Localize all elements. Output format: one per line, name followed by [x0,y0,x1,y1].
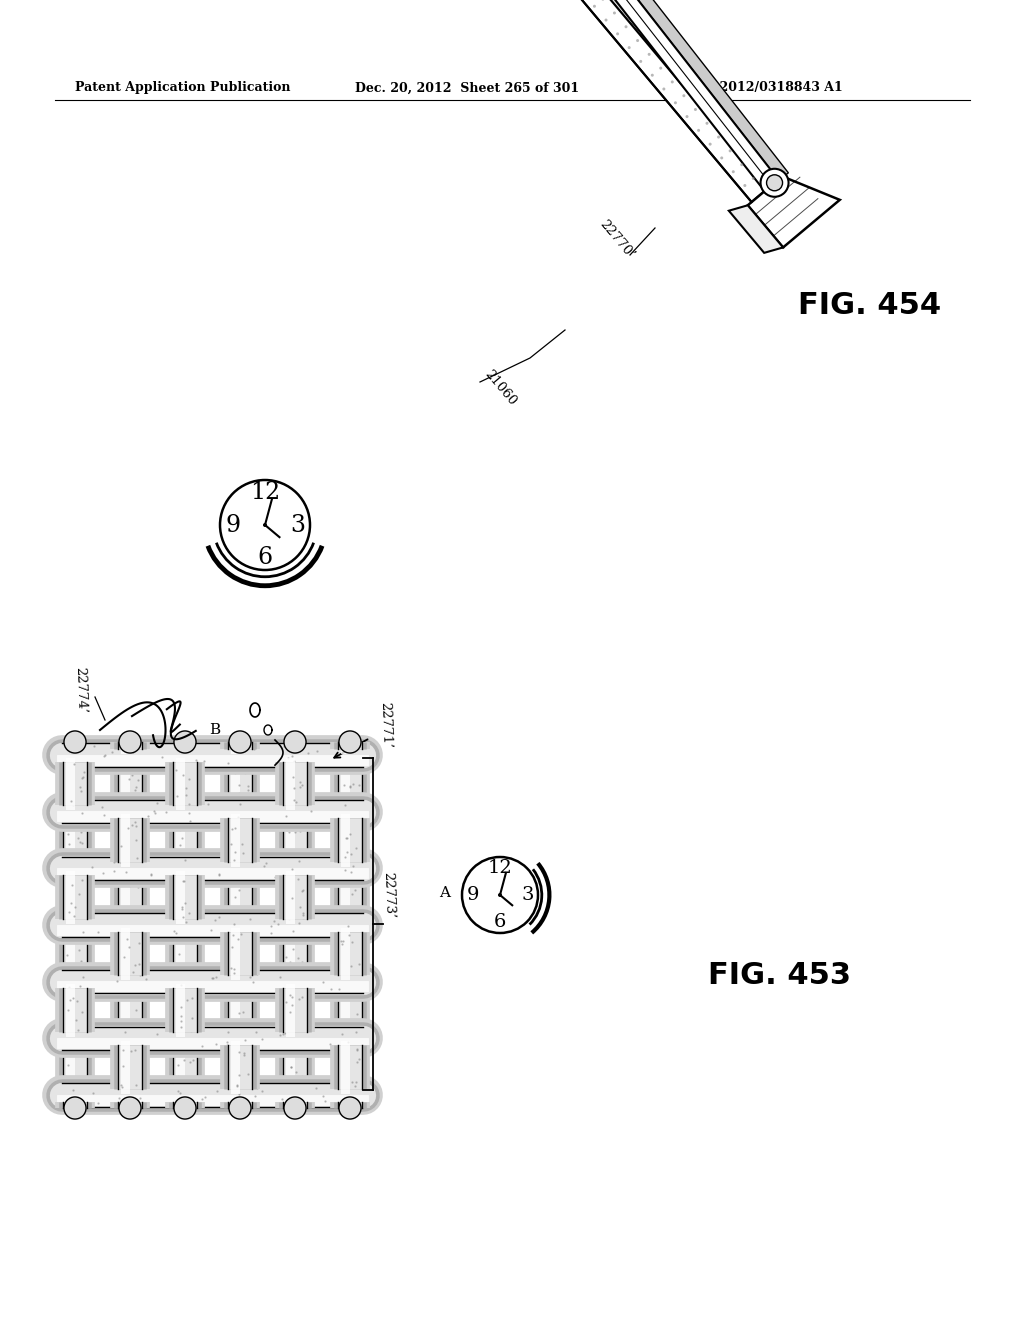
Text: US 2012/0318843 A1: US 2012/0318843 A1 [695,82,843,95]
Circle shape [740,164,743,166]
Circle shape [659,66,663,70]
Circle shape [647,53,650,55]
Circle shape [174,731,196,752]
Text: 22774’: 22774’ [73,667,87,713]
Circle shape [636,40,639,42]
Circle shape [229,1097,251,1119]
Circle shape [339,1097,361,1119]
Circle shape [339,731,361,752]
Circle shape [498,894,502,898]
Circle shape [709,143,712,145]
Circle shape [639,59,642,63]
Text: 9: 9 [225,513,241,536]
Circle shape [729,149,731,152]
Circle shape [732,170,735,173]
Text: 21060: 21060 [481,368,518,408]
Circle shape [694,108,697,111]
Circle shape [284,1097,306,1119]
Circle shape [717,136,720,139]
Circle shape [674,102,677,104]
Circle shape [63,731,86,752]
Polygon shape [546,0,768,202]
Circle shape [685,115,688,117]
Circle shape [720,157,723,160]
Text: Dec. 20, 2012  Sheet 265 of 301: Dec. 20, 2012 Sheet 265 of 301 [355,82,580,95]
Circle shape [663,87,666,91]
Circle shape [697,129,700,132]
Circle shape [119,1097,141,1119]
Text: 22773’: 22773’ [381,871,395,919]
Polygon shape [569,0,788,181]
Text: 6: 6 [257,546,272,569]
Text: 9: 9 [466,886,479,904]
Polygon shape [563,0,782,187]
Text: Patent Application Publication: Patent Application Publication [75,82,291,95]
Text: 6: 6 [494,913,506,932]
Circle shape [682,94,685,98]
Circle shape [743,183,746,187]
Circle shape [761,169,788,197]
Text: B: B [210,723,220,737]
Circle shape [119,731,141,752]
Text: FIG. 453: FIG. 453 [709,961,852,990]
Polygon shape [555,0,779,191]
Polygon shape [748,177,840,247]
Circle shape [651,74,653,77]
Circle shape [229,731,251,752]
Circle shape [593,5,596,8]
Text: 22771’: 22771’ [378,702,392,748]
Circle shape [174,1097,196,1119]
Circle shape [604,18,607,21]
Text: A: A [439,886,451,900]
Circle shape [462,857,538,933]
Circle shape [263,523,267,527]
Circle shape [752,177,755,180]
Polygon shape [729,206,783,253]
Text: 12: 12 [487,858,512,876]
Circle shape [767,174,782,191]
Text: 3: 3 [521,886,534,904]
Circle shape [706,121,709,125]
Text: 12: 12 [250,480,281,504]
Text: FIG. 454: FIG. 454 [799,290,941,319]
Circle shape [220,480,310,570]
Circle shape [671,81,674,83]
Text: 3: 3 [290,513,305,536]
Circle shape [616,32,620,36]
Circle shape [613,12,616,15]
Circle shape [63,1097,86,1119]
Circle shape [628,46,631,49]
Text: 22770’: 22770’ [597,218,637,261]
Circle shape [625,25,628,28]
Circle shape [284,731,306,752]
